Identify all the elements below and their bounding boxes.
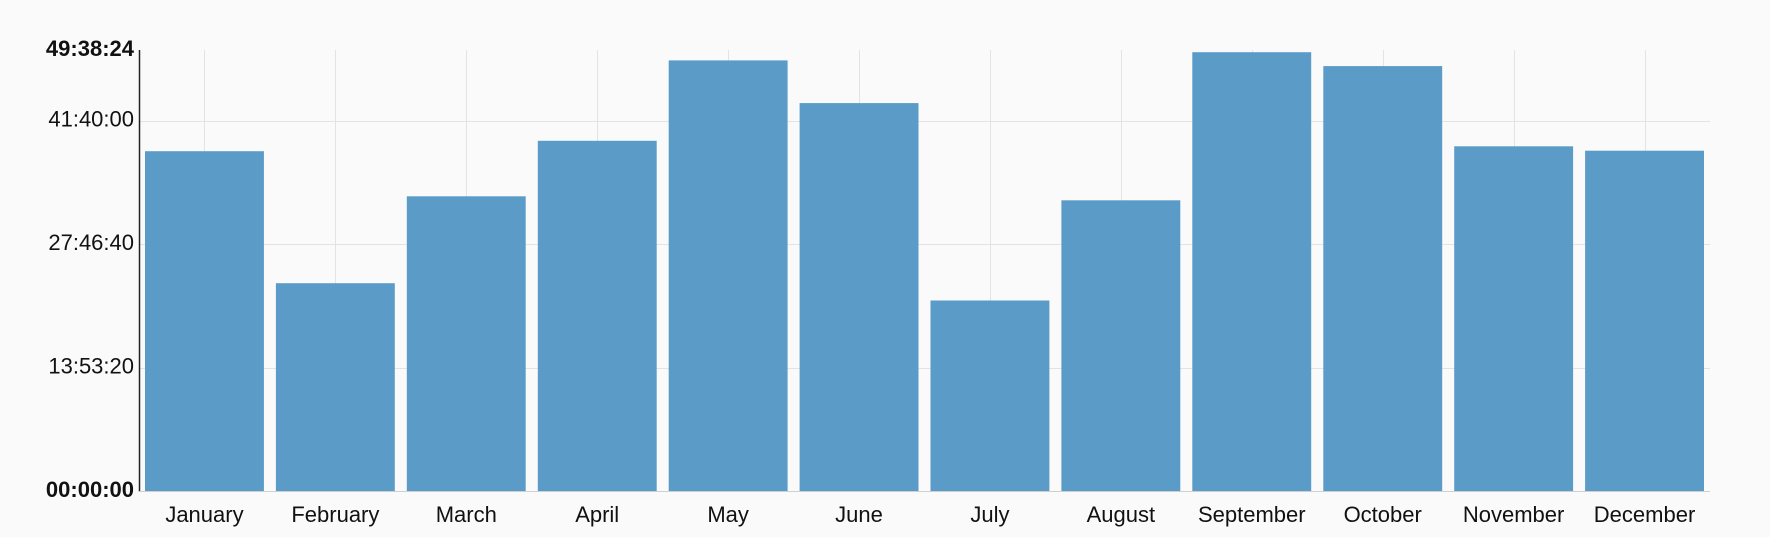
x-tick-label-september: September xyxy=(1198,502,1306,527)
bar-may xyxy=(668,60,788,492)
x-tick-label-july: July xyxy=(970,502,1009,527)
x-tick-label-april: April xyxy=(575,502,619,527)
bar-february xyxy=(275,283,395,491)
bar-january xyxy=(145,151,264,491)
bar-august xyxy=(1061,200,1181,492)
bar-march xyxy=(406,196,526,492)
bar-september xyxy=(1192,52,1312,491)
axes xyxy=(138,50,1710,492)
x-tick-label-november: November xyxy=(1463,502,1564,527)
bar-april xyxy=(537,140,657,492)
x-tick-labels: January February March April May June July Augu… xyxy=(165,502,1695,527)
x-tick-label-december: December xyxy=(1594,502,1695,527)
y-tick-label-0: 00:00:00 xyxy=(46,477,134,502)
x-tick-label-may: May xyxy=(707,502,749,527)
bar-november xyxy=(1454,146,1574,492)
x-tick-label-march: March xyxy=(436,502,497,527)
bars xyxy=(145,52,1704,492)
x-tick-label-january: January xyxy=(165,502,243,527)
y-tick-label-1: 13:53:20 xyxy=(48,353,134,378)
y-tick-labels: 00:00:00 13:53:20 27:46:40 41:40:00 49:38:24 xyxy=(46,36,135,502)
bar-july xyxy=(930,300,1050,491)
bar-december xyxy=(1585,150,1704,491)
x-tick-label-february: February xyxy=(291,502,379,527)
y-tick-label-2: 27:46:40 xyxy=(48,230,134,255)
bar-october xyxy=(1323,66,1443,491)
y-tick-label-3: 41:40:00 xyxy=(48,107,134,132)
y-tick-label-4: 49:38:24 xyxy=(46,36,135,61)
x-tick-label-august: August xyxy=(1087,502,1156,527)
x-tick-label-june: June xyxy=(835,502,883,527)
x-tick-label-october: October xyxy=(1344,502,1422,527)
bar-june xyxy=(799,103,919,491)
